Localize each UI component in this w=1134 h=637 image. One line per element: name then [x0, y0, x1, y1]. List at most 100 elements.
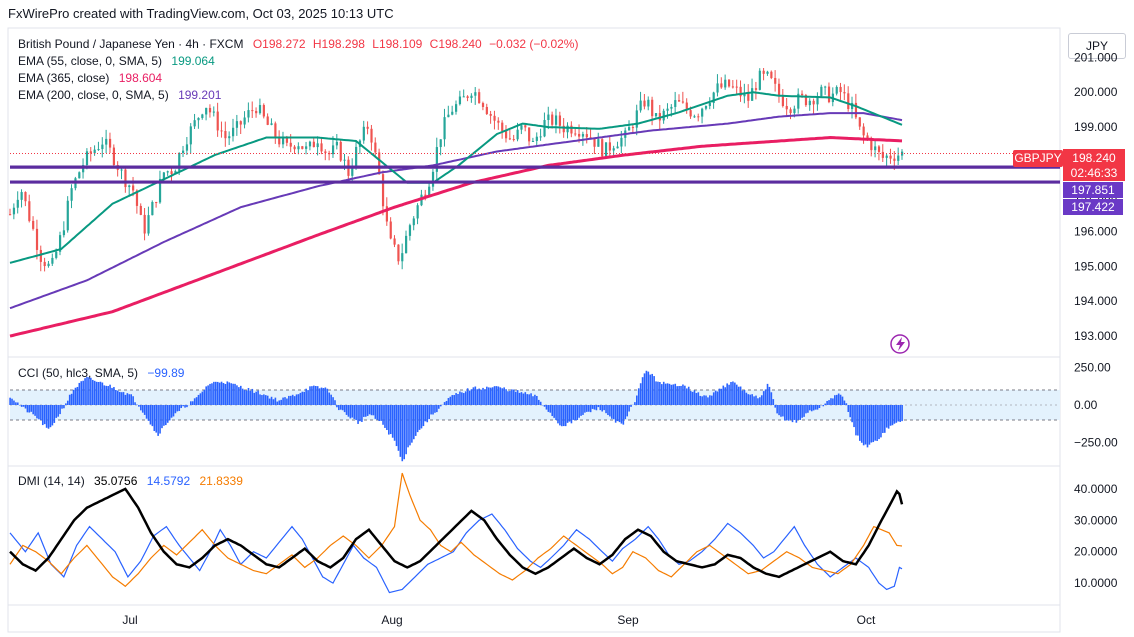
legend-symbol-line: British Pound / Japanese Yen · 4h · FXCM… — [18, 37, 578, 51]
cci-bar — [484, 389, 486, 405]
cci-bar — [307, 390, 309, 405]
cci-bar — [695, 393, 698, 405]
cci-bar — [678, 386, 680, 405]
candle-body — [585, 134, 588, 138]
candle-body — [331, 145, 335, 155]
cci-bar — [611, 405, 613, 419]
cci-bar — [57, 405, 59, 417]
dmi-tick-2: 20.0000 — [1074, 545, 1118, 559]
cci-bar — [528, 394, 530, 405]
cci-bar — [866, 405, 869, 448]
candle-body — [901, 151, 904, 156]
cci-bar — [141, 405, 144, 413]
cci-bar — [589, 405, 592, 413]
cci-bar — [860, 405, 863, 443]
candle-body — [604, 142, 608, 157]
candle-body — [647, 99, 650, 107]
cci-bar — [810, 405, 813, 412]
cci-bar — [15, 402, 17, 405]
cci-bar — [28, 405, 31, 413]
cci-bar — [582, 405, 584, 415]
cci-bar — [174, 405, 177, 414]
cci-bar — [739, 386, 742, 405]
cci-bar — [578, 405, 580, 418]
candle-body — [508, 138, 512, 140]
cci-bar — [499, 387, 502, 405]
candle-body — [370, 128, 373, 143]
cci-bar — [757, 398, 759, 405]
cci-bar — [762, 391, 765, 405]
legend-ema55[interactable]: EMA (55, close, 0, SMA, 5) 199.064 — [18, 54, 215, 68]
candle-body — [478, 92, 481, 104]
candle-body — [435, 147, 438, 172]
cci-histogram — [9, 370, 903, 462]
candle-body — [212, 111, 215, 113]
legend-dmi-plus: 14.5792 — [147, 474, 191, 488]
cci-bar — [734, 382, 736, 405]
cci-bar — [224, 383, 227, 405]
candle-body — [827, 86, 831, 103]
legend-ema365-label: EMA (365, close) — [18, 71, 109, 85]
cci-bar — [293, 396, 296, 405]
legend-dmi-label: DMI (14, 14) — [18, 474, 85, 488]
cci-bar — [503, 387, 505, 405]
candle-body — [501, 122, 504, 132]
cci-bar — [705, 395, 707, 405]
cci-bar — [882, 405, 884, 433]
legend-ema200[interactable]: EMA (200, close, 0, SMA, 5) 199.201 — [18, 88, 222, 102]
ema365-line — [9, 135, 903, 338]
cci-bar — [835, 394, 838, 405]
cci-bar — [497, 386, 500, 405]
cci-bar — [349, 405, 352, 419]
candle-body — [97, 149, 100, 151]
cci-bar — [399, 405, 402, 457]
cci-bar — [318, 388, 321, 405]
candle-body — [812, 100, 815, 105]
dmi-adx-line — [9, 487, 904, 579]
cci-bar — [493, 386, 496, 405]
cci-bar — [568, 405, 571, 422]
candle-body — [32, 220, 35, 229]
cci-bar — [812, 405, 815, 411]
candle-body — [497, 120, 500, 123]
cci-bar — [814, 405, 817, 410]
cci-bar — [507, 391, 509, 405]
candle-body — [674, 100, 677, 107]
cci-bar — [201, 391, 204, 405]
candle-body — [601, 139, 604, 157]
cci-bar — [247, 387, 250, 405]
cci-bar — [491, 387, 494, 405]
currency-selector[interactable]: JPY — [1068, 33, 1126, 59]
candle-body — [678, 100, 681, 102]
candle-body — [335, 141, 339, 146]
legend-dmi[interactable]: DMI (14, 14) 35.0756 14.5792 21.8339 — [18, 474, 243, 488]
cci-bar — [653, 376, 655, 405]
cci-bar — [845, 403, 848, 405]
dmi-lines — [9, 472, 904, 594]
cci-bar — [368, 405, 371, 415]
candle-body — [470, 95, 473, 98]
horizontal-levels[interactable] — [10, 165, 1060, 184]
cci-bar — [126, 393, 129, 405]
candle-body — [70, 188, 73, 201]
cci-bar — [34, 405, 36, 416]
cci-bar — [357, 405, 359, 424]
candle-body — [301, 146, 304, 149]
cci-bar — [880, 405, 882, 438]
candle-body — [139, 205, 142, 215]
cci-bar — [278, 400, 281, 405]
candle-body — [285, 137, 289, 143]
cci-bar — [464, 391, 467, 405]
cci-bar — [16, 402, 19, 405]
cci-bar — [684, 385, 686, 405]
price-tick-1: 200.000 — [1074, 85, 1118, 99]
candle-body — [351, 167, 354, 176]
legend-ema365[interactable]: EMA (365, close) 198.604 — [18, 71, 162, 85]
cci-bar — [159, 405, 161, 434]
cci-bar — [386, 405, 388, 431]
cci-bar — [322, 388, 325, 405]
lightning-icon[interactable] — [890, 334, 910, 354]
cci-bar — [714, 390, 717, 405]
legend-cci[interactable]: CCI (50, hlc3, SMA, 5) −99.89 — [18, 366, 185, 380]
